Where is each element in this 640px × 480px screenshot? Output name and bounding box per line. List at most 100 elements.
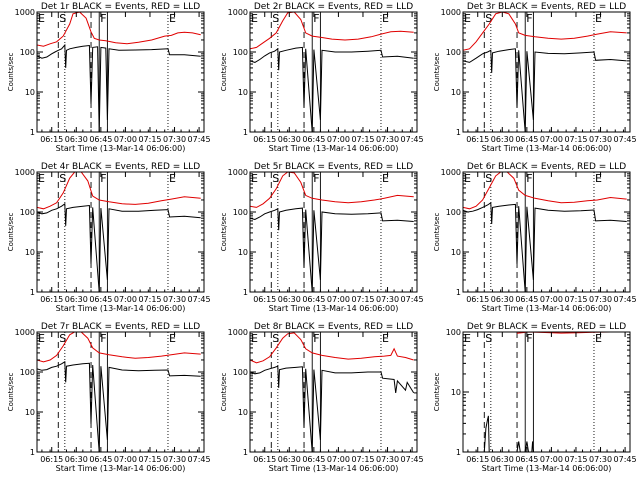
y-axis-label: Counts/sec (433, 213, 441, 252)
x-tick-label: 07:15 (351, 455, 374, 464)
plot-frame (462, 11, 631, 133)
x-tick-label: 07:30 (589, 295, 612, 304)
x-tick-label: 06:45 (89, 135, 112, 144)
marker-label: S (485, 172, 492, 185)
x-tick-label: 07:30 (163, 455, 186, 464)
panel-title: Det 6r BLACK = Events, RED = LLD (467, 162, 626, 172)
x-tick-label: 07:15 (138, 295, 161, 304)
x-tick-label: 07:45 (401, 455, 424, 464)
x-tick-label: 07:45 (614, 455, 637, 464)
marker-label: E (464, 332, 471, 345)
panel-title: Det 5r BLACK = Events, RED = LLD (254, 162, 413, 172)
marker-label: F (313, 12, 319, 25)
x-axis-label: Start Time (13-Mar-14 06:06:00) (269, 464, 399, 473)
marker-label: S (59, 172, 66, 185)
x-tick-label: 06:45 (515, 135, 538, 144)
y-tick-label: 100 (233, 48, 248, 57)
marker-label: E (169, 332, 176, 345)
x-tick-label: 06:30 (278, 455, 301, 464)
marker-label: E (38, 332, 45, 345)
y-tick-label: 100 (20, 48, 35, 57)
y-tick-label: 1000 (15, 168, 35, 177)
plot-frame (36, 331, 205, 453)
x-tick-label: 06:15 (466, 135, 489, 144)
y-axis-label: Counts/sec (220, 53, 228, 92)
y-axis-label: Counts/sec (7, 373, 15, 412)
marker-label: S (485, 332, 492, 345)
x-tick-label: 07:00 (114, 135, 137, 144)
marker-label: E (251, 332, 258, 345)
y-tick-label: 10 (238, 88, 248, 97)
lld-series-line (250, 332, 414, 364)
marker-label: E (251, 172, 258, 185)
x-tick-label: 07:00 (327, 455, 350, 464)
y-tick-label: 1000 (441, 168, 461, 177)
y-tick-label: 1 (30, 448, 35, 457)
marker-label: F (526, 12, 532, 25)
marker-label: E (38, 172, 45, 185)
x-tick-label: 07:00 (540, 295, 563, 304)
x-tick-label: 07:15 (564, 295, 587, 304)
marker-label: E (595, 332, 602, 345)
x-tick-label: 07:30 (376, 455, 399, 464)
y-tick-label: 10 (451, 88, 461, 97)
x-tick-label: 07:00 (540, 455, 563, 464)
y-tick-label: 100 (446, 328, 461, 337)
y-tick-label: 1 (243, 448, 248, 457)
y-tick-label: 100 (446, 208, 461, 217)
panel-title: Det 3r BLACK = Events, RED = LLD (467, 2, 626, 12)
x-tick-label: 06:45 (515, 455, 538, 464)
y-tick-label: 1 (243, 288, 248, 297)
y-tick-label: 10 (451, 388, 461, 397)
lld-series-line (37, 12, 201, 47)
marker-label: F (313, 332, 319, 345)
y-tick-label: 1 (456, 288, 461, 297)
events-series-line (463, 48, 627, 132)
x-tick-label: 07:30 (163, 135, 186, 144)
y-tick-label: 10 (25, 88, 35, 97)
x-tick-label: 07:00 (114, 455, 137, 464)
x-tick-label: 07:00 (540, 135, 563, 144)
marker-label: E (595, 12, 602, 25)
x-tick-label: 06:30 (65, 455, 88, 464)
marker-label: E (38, 12, 45, 25)
marker-label: F (100, 12, 106, 25)
plot-frame (462, 331, 631, 453)
x-tick-label: 07:00 (114, 295, 137, 304)
marker-label: S (59, 332, 66, 345)
y-tick-label: 1 (30, 288, 35, 297)
lld-series-line (37, 172, 201, 210)
panel-title: Det 2r BLACK = Events, RED = LLD (254, 2, 413, 12)
marker-label: F (526, 332, 532, 345)
x-tick-label: 07:45 (614, 295, 637, 304)
x-tick-label: 07:30 (376, 135, 399, 144)
marker-label: E (251, 12, 258, 25)
x-tick-label: 07:00 (327, 135, 350, 144)
y-tick-label: 10 (238, 408, 248, 417)
x-tick-label: 06:45 (302, 135, 325, 144)
y-tick-label: 1 (30, 128, 35, 137)
lld-series-line (250, 172, 414, 208)
y-tick-label: 100 (20, 368, 35, 377)
lld-series-line (463, 12, 627, 51)
x-tick-label: 06:15 (40, 295, 63, 304)
x-tick-label: 06:30 (491, 455, 514, 464)
y-tick-label: 10 (238, 248, 248, 257)
y-tick-label: 100 (20, 208, 35, 217)
x-axis-label: Start Time (13-Mar-14 06:06:00) (482, 464, 612, 473)
x-tick-label: 07:45 (188, 135, 211, 144)
y-tick-label: 10 (451, 248, 461, 257)
marker-label: S (272, 172, 279, 185)
marker-label: F (526, 172, 532, 185)
marker-label: E (595, 172, 602, 185)
marker-label: E (464, 172, 471, 185)
lld-series-line (463, 172, 627, 210)
x-tick-label: 06:45 (89, 455, 112, 464)
plot-frame (462, 171, 631, 293)
